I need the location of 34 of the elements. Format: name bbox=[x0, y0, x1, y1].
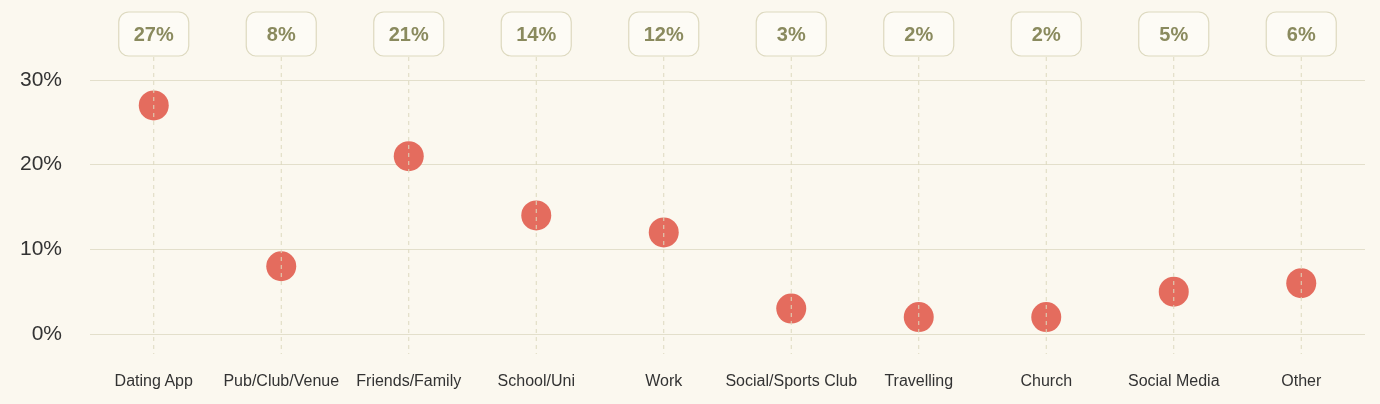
point bbox=[903, 302, 934, 333]
y-tick-label: 30% bbox=[19, 66, 62, 90]
point bbox=[1286, 268, 1317, 299]
data-label: 5% bbox=[1159, 22, 1189, 45]
data-label: 14% bbox=[516, 22, 557, 45]
x-tick-label: Church bbox=[1020, 372, 1073, 390]
point bbox=[1158, 276, 1189, 307]
y-tick-label: 10% bbox=[19, 236, 62, 260]
data-label: 3% bbox=[776, 22, 806, 45]
x-tick-label: Travelling bbox=[884, 372, 954, 390]
point bbox=[266, 251, 297, 282]
data-label: 27% bbox=[133, 22, 174, 45]
y-tick-label: 20% bbox=[19, 151, 62, 175]
data-label: 12% bbox=[643, 22, 684, 45]
x-tick-label: Other bbox=[1281, 372, 1322, 390]
point bbox=[521, 200, 552, 231]
point bbox=[648, 217, 679, 248]
x-tick-label: Friends/Family bbox=[356, 372, 462, 390]
y-tick-label: 0% bbox=[31, 320, 62, 344]
point bbox=[776, 293, 807, 324]
x-tick-label: Pub/Club/Venue bbox=[223, 372, 340, 390]
point bbox=[1031, 302, 1062, 333]
data-label: 21% bbox=[388, 22, 429, 45]
x-tick-label: Dating App bbox=[114, 372, 193, 390]
x-tick-label: Social Media bbox=[1127, 372, 1220, 390]
x-tick-label: Social/Sports Club bbox=[725, 372, 858, 390]
point bbox=[393, 141, 424, 172]
x-tick-label: School/Uni bbox=[497, 372, 575, 390]
data-label: 2% bbox=[1031, 22, 1061, 45]
data-label: 6% bbox=[1286, 22, 1316, 45]
x-tick-label: Work bbox=[645, 372, 684, 390]
data-label: 2% bbox=[904, 22, 934, 45]
point bbox=[138, 90, 169, 121]
data-label: 8% bbox=[266, 22, 296, 45]
